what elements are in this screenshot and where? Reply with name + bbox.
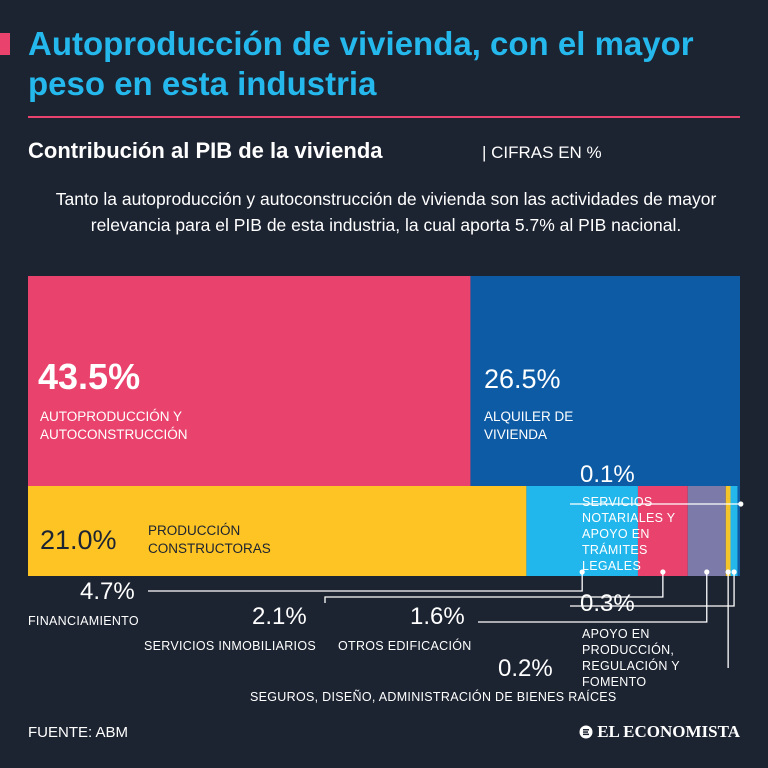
- leader-apoyo-produccion: [570, 572, 735, 607]
- dot-servicios-notariales: [738, 501, 744, 507]
- label-servicios-notariales: SERVICIOS NOTARIALES Y APOYO EN TRÁMITES…: [582, 495, 676, 573]
- page-title: Autoproducción de vivienda, con el mayor…: [28, 25, 694, 102]
- treemap-block-otros_edificacion: [687, 486, 726, 576]
- dot-apoyo-produccion: [731, 569, 737, 575]
- value-apoyo-produccion: 0.3%: [580, 590, 635, 617]
- treemap-block-apoyo_produccion: [730, 486, 738, 576]
- treemap-block-produccion: [28, 486, 527, 576]
- brand-logo: EL ECONOMISTA: [579, 722, 740, 742]
- value-otros-edificacion: 1.6%: [410, 603, 465, 630]
- title-divider: [28, 116, 740, 118]
- label-apoyo-produccion: APOYO EN PRODUCCIÓN, REGULACIÓN Y FOMENT…: [582, 627, 680, 689]
- chart-subtitle: Contribución al PIB de la vivienda: [28, 138, 383, 163]
- treemap-block-servicios_inmobiliarios: [637, 486, 688, 576]
- source-note: FUENTE: ABM: [28, 724, 129, 741]
- label-seguros: SEGUROS, DISEÑO, ADMINISTRACIÓN DE BIENE…: [250, 690, 617, 704]
- label-financiamiento: FINANCIAMIENTO: [28, 614, 139, 628]
- label-autoproduccion: AUTOPRODUCCIÓN Y AUTOCONSTRUCCIÓN: [40, 409, 188, 442]
- dot-servicios-inmobiliarios: [660, 569, 666, 575]
- label-servicios-inmobiliarios: SERVICIOS INMOBILIARIOS: [144, 639, 316, 653]
- treemap-block-financiamiento: [526, 486, 638, 576]
- treemap-block-seguros: [725, 486, 731, 576]
- brand-name: EL ECONOMISTA: [597, 722, 740, 741]
- value-servicios-inmobiliarios: 2.1%: [252, 603, 307, 630]
- value-financiamiento: 4.7%: [80, 578, 135, 605]
- treemap-block-alquiler: [470, 276, 740, 486]
- value-servicios-notariales: 0.1%: [580, 461, 635, 488]
- value-alquiler: 26.5%: [484, 364, 561, 394]
- label-alquiler: ALQUILER DE VIVIENDA: [484, 409, 574, 442]
- treemap-block-servicios_notariales: [737, 486, 740, 576]
- dot-seguros: [725, 569, 731, 575]
- dot-financiamiento: [579, 569, 585, 575]
- value-autoproduccion: 43.5%: [38, 356, 141, 397]
- label-produccion: PRODUCCIÓN CONSTRUCTORAS: [148, 523, 271, 556]
- units-label: | CIFRAS EN %: [482, 143, 602, 162]
- title-accent-mark: [0, 33, 10, 55]
- label-otros-edificacion: OTROS EDIFICACIÓN: [338, 639, 472, 653]
- brand-mark-icon: [579, 725, 593, 739]
- leader-otros-edificacion: [478, 572, 708, 623]
- leader-servicios-inmobiliarios: [324, 572, 664, 603]
- value-produccion: 21.0%: [40, 525, 117, 555]
- leader-financiamiento: [148, 572, 583, 592]
- description: Tanto la autoproducción y autoconstrucci…: [55, 189, 717, 235]
- treemap-block-autoproduccion: [28, 276, 471, 486]
- dot-otros-edificacion: [704, 569, 710, 575]
- value-seguros: 0.2%: [498, 655, 553, 682]
